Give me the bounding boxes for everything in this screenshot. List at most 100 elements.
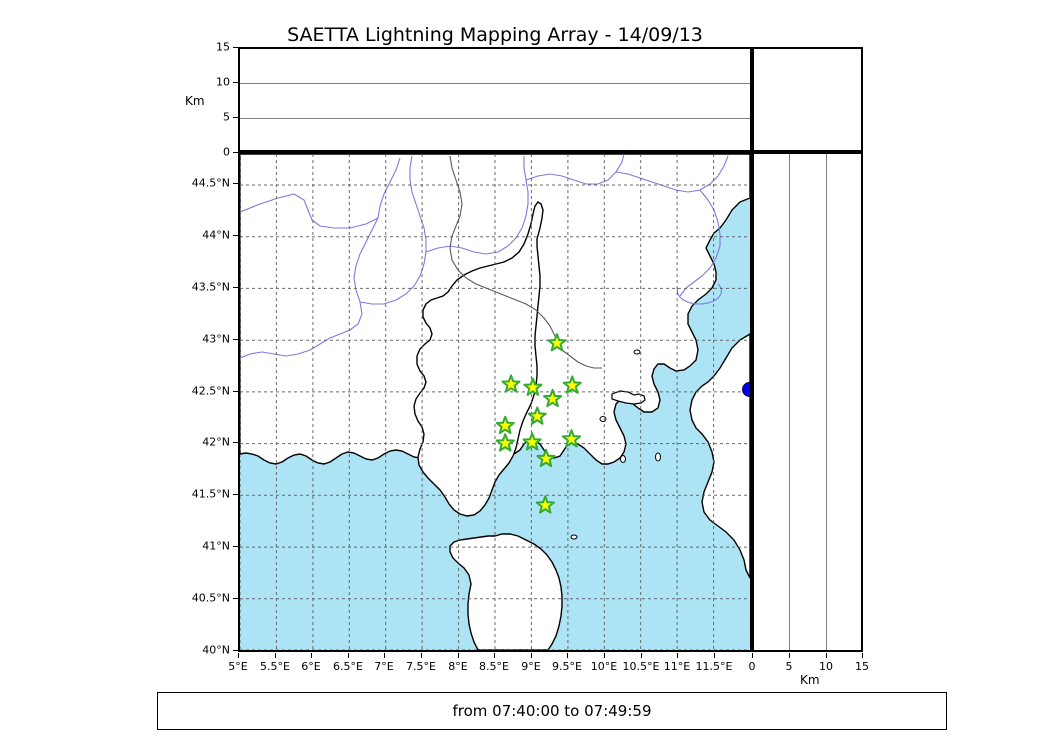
- map-panel[interactable]: [238, 152, 752, 652]
- tickmark-lat-44_5: [233, 183, 238, 184]
- tick-lon-9_5: 9.5°E: [552, 660, 582, 673]
- station-01: [547, 333, 567, 352]
- tick-top-y-5: 5: [223, 110, 230, 124]
- tick-lat-43_5: 43.5°N: [191, 280, 230, 294]
- top-panel-gridline-5: [240, 118, 750, 119]
- lma-station-markers: [495, 333, 582, 514]
- tickmark-lat-42_5: [233, 391, 238, 392]
- small-island-4: [633, 349, 641, 355]
- tick-right-x-5: 5: [785, 660, 793, 673]
- tickmark-top-5: [233, 117, 238, 118]
- tickmark-lon-11_5: [714, 653, 715, 658]
- tickmark-lon-8: [458, 653, 459, 658]
- station-06: [527, 406, 547, 425]
- tick-lat-40_5: 40.5°N: [191, 591, 230, 605]
- tickmark-top-0: [233, 152, 238, 153]
- station-05: [543, 388, 563, 408]
- tick-lon-8: 8°E: [448, 660, 468, 673]
- tickmark-lat-40_5: [233, 598, 238, 599]
- tick-lon-10: 10°E: [590, 660, 618, 673]
- tick-lon-5: 5°E: [228, 660, 248, 673]
- tickmark-top-15: [233, 47, 238, 48]
- tickmark-lat-43_5: [233, 287, 238, 288]
- tick-lon-11: 11°E: [663, 660, 691, 673]
- tickmark-lon-7_5: [421, 653, 422, 658]
- tick-lon-11_5: 11.5°E: [695, 660, 733, 673]
- map-geography: [240, 154, 750, 650]
- tickmark-lon-9_5: [567, 653, 568, 658]
- tickmark-lon-7: [384, 653, 385, 658]
- altitude-longitude-panel[interactable]: [238, 47, 752, 152]
- tickmark-right-10: [826, 653, 827, 658]
- right-panel-x-axis-label: Km: [800, 673, 820, 687]
- sardinia-island: [449, 533, 563, 650]
- small-island-2: [620, 455, 626, 463]
- tick-lon-6_5: 6.5°E: [333, 660, 363, 673]
- tick-lat-43: 43°N: [202, 332, 230, 346]
- tickmark-top-10: [233, 82, 238, 83]
- page-title: SAETTA Lightning Mapping Array - 14/09/1…: [287, 24, 703, 46]
- altitude-latitude-panel[interactable]: [752, 152, 863, 652]
- tick-lon-9: 9°E: [521, 660, 541, 673]
- tickmark-lat-41: [233, 546, 238, 547]
- tick-lon-5_5: 5.5°E: [260, 660, 290, 673]
- tickmark-right-5: [789, 653, 790, 658]
- tickmark-lat-42: [233, 442, 238, 443]
- map-gridlines-layer: [240, 154, 750, 650]
- top-panel-y-axis-label: Km: [185, 94, 205, 108]
- tick-lat-44: 44°N: [202, 228, 230, 242]
- station-07: [495, 415, 515, 435]
- time-range-text: from 07:40:00 to 07:49:59: [452, 702, 652, 720]
- tickmark-lat-43: [233, 339, 238, 340]
- tick-top-y-0: 0: [223, 145, 230, 159]
- time-range-caption[interactable]: from 07:40:00 to 07:49:59: [157, 692, 947, 730]
- tickmark-right-15: [862, 653, 863, 658]
- tick-lon-8_5: 8.5°E: [479, 660, 509, 673]
- right-panel-gridline-5: [789, 154, 790, 650]
- tickmark-lon-9: [531, 653, 532, 658]
- tick-lat-40: 40°N: [202, 643, 230, 657]
- tickmark-lon-6: [311, 653, 312, 658]
- tick-lat-41_5: 41.5°N: [191, 487, 230, 501]
- small-island-1: [599, 416, 607, 422]
- tick-lon-6: 6°E: [301, 660, 321, 673]
- station-08: [561, 429, 582, 448]
- station-11: [536, 448, 556, 468]
- tickmark-lon-11: [677, 653, 678, 658]
- tick-top-y-10: 10: [216, 75, 230, 89]
- tick-right-x-0: 0: [748, 660, 756, 673]
- elba-island: [611, 390, 646, 405]
- station-04: [562, 375, 582, 394]
- tick-lat-44_5: 44.5°N: [191, 176, 230, 190]
- station-10: [522, 432, 542, 451]
- tickmark-lat-40: [233, 650, 238, 651]
- station-03: [523, 377, 543, 396]
- small-island-5: [570, 534, 578, 540]
- tick-right-x-15: 15: [855, 660, 869, 673]
- tick-lon-7: 7°E: [374, 660, 394, 673]
- right-panel-gridline-10: [826, 154, 827, 650]
- tick-top-y-15: 15: [216, 40, 230, 54]
- tickmark-lon-5_5: [275, 653, 276, 658]
- tick-lat-42: 42°N: [202, 435, 230, 449]
- tick-lat-42_5: 42.5°N: [191, 384, 230, 398]
- small-island-3: [655, 452, 661, 462]
- tickmark-lat-41_5: [233, 494, 238, 495]
- tickmark-lon-8_5: [494, 653, 495, 658]
- political-borders-layer: [449, 155, 602, 369]
- tick-lat-41: 41°N: [202, 539, 230, 553]
- station-09: [495, 433, 515, 452]
- vhf-source-dot: [741, 382, 750, 398]
- tick-lon-10_5: 10.5°E: [622, 660, 660, 673]
- tickmark-lat-44: [233, 235, 238, 236]
- tickmark-lon-5: [238, 653, 239, 658]
- tickmark-lon-10: [604, 653, 605, 658]
- tickmark-lon-10_5: [641, 653, 642, 658]
- rivers-layer: [240, 154, 729, 359]
- top-panel-gridline-10: [240, 83, 750, 84]
- corner-panel[interactable]: [752, 47, 863, 152]
- station-02: [501, 374, 521, 393]
- tickmark-lon-6_5: [348, 653, 349, 658]
- tickmark-right-0: [752, 653, 753, 658]
